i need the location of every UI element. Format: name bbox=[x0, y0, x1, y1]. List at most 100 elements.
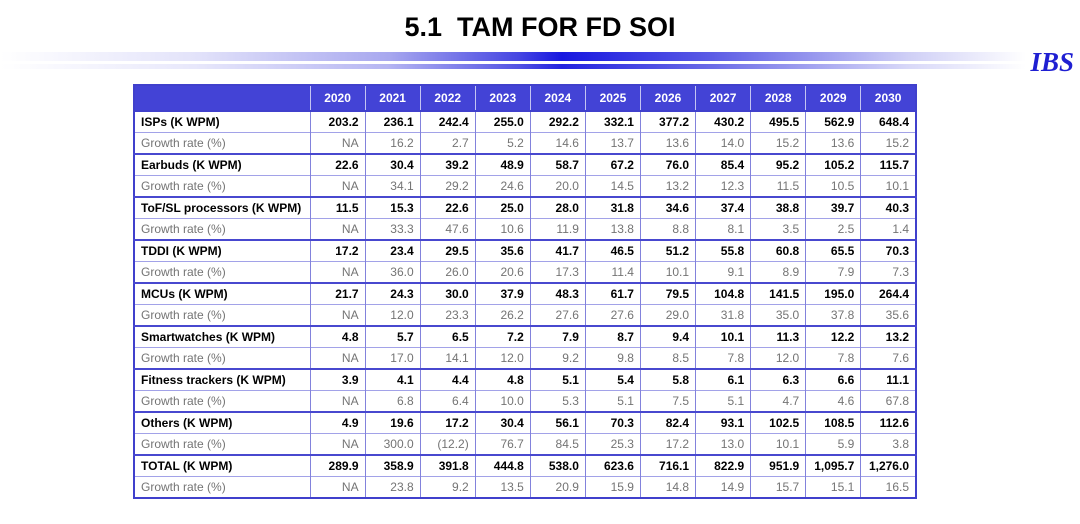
value-cell: 10.1 bbox=[695, 325, 752, 348]
value-cell: 67.2 bbox=[585, 153, 641, 176]
year-header-cell: 2027 bbox=[695, 85, 752, 112]
value-cell: 12.0 bbox=[365, 304, 421, 326]
value-cell: 22.6 bbox=[310, 153, 366, 176]
value-cell: 7.5 bbox=[640, 390, 697, 412]
value-cell: 300.0 bbox=[365, 433, 421, 455]
value-cell: 61.7 bbox=[585, 282, 641, 305]
table-row: ToF/SL processors (K WPM) 11.5 15.3 22.6 25.… bbox=[134, 196, 917, 219]
value-cell: 264.4 bbox=[860, 282, 917, 305]
value-cell: 495.5 bbox=[750, 110, 807, 133]
table-row: TDDI (K WPM) 17.2 23.4 29.5 35.6 41.7 46.5 51.2… bbox=[134, 239, 917, 262]
value-cell: 7.9 bbox=[805, 261, 862, 283]
value-cell: 716.1 bbox=[640, 454, 697, 477]
value-cell: 14.5 bbox=[585, 175, 641, 197]
value-cell: 15.9 bbox=[585, 476, 641, 498]
value-cell: 14.9 bbox=[695, 476, 752, 498]
value-cell: 46.5 bbox=[585, 239, 641, 262]
value-cell: 40.3 bbox=[860, 196, 917, 219]
value-cell: 430.2 bbox=[695, 110, 752, 133]
value-cell: 4.7 bbox=[750, 390, 807, 412]
value-cell: 5.1 bbox=[530, 368, 586, 391]
value-cell: 26.0 bbox=[420, 261, 476, 283]
value-cell: 5.1 bbox=[585, 390, 641, 412]
value-cell: 332.1 bbox=[585, 110, 641, 133]
value-cell: NA bbox=[310, 132, 366, 154]
value-cell: 6.1 bbox=[695, 368, 752, 391]
value-cell: 5.3 bbox=[530, 390, 586, 412]
year-header-cell: 2025 bbox=[585, 85, 641, 112]
table-row: Smartwatches (K WPM) 4.8 5.7 6.5 7.2 7.9 8.7 9.… bbox=[134, 325, 917, 348]
value-cell: 16.2 bbox=[365, 132, 421, 154]
value-cell: 358.9 bbox=[365, 454, 421, 477]
value-cell: 36.0 bbox=[365, 261, 421, 283]
value-cell: 391.8 bbox=[420, 454, 476, 477]
row-label-cell: Growth rate (%) bbox=[134, 304, 311, 326]
value-cell: 15.2 bbox=[750, 132, 807, 154]
row-label-cell: Growth rate (%) bbox=[134, 476, 311, 498]
table-row: Growth rate (%) NA 36.0 26.0 20.6 17.3 11.4 10.… bbox=[134, 261, 917, 283]
value-cell: 17.2 bbox=[310, 239, 366, 262]
value-cell: 8.9 bbox=[750, 261, 807, 283]
value-cell: 93.1 bbox=[695, 411, 752, 434]
value-cell: 10.6 bbox=[475, 218, 531, 240]
value-cell: 2.7 bbox=[420, 132, 476, 154]
value-cell: 31.8 bbox=[695, 304, 752, 326]
value-cell: 11.4 bbox=[585, 261, 641, 283]
value-cell: 648.4 bbox=[860, 110, 917, 133]
value-cell: 105.2 bbox=[805, 153, 862, 176]
row-label-cell: Growth rate (%) bbox=[134, 218, 311, 240]
table-row: Growth rate (%) NA 33.3 47.6 10.6 11.9 13.8 8.8… bbox=[134, 218, 917, 240]
value-cell: 12.3 bbox=[695, 175, 752, 197]
value-cell: 20.9 bbox=[530, 476, 586, 498]
value-cell: 7.8 bbox=[805, 347, 862, 369]
value-cell: 14.6 bbox=[530, 132, 586, 154]
value-cell: 29.5 bbox=[420, 239, 476, 262]
value-cell: 3.8 bbox=[860, 433, 917, 455]
value-cell: 377.2 bbox=[640, 110, 697, 133]
value-cell: 26.2 bbox=[475, 304, 531, 326]
table-header-row: 2020 2021 2022 2023 2024 2025 2026 2027 2028 2029… bbox=[134, 85, 916, 112]
year-header-cell: 2020 bbox=[310, 85, 366, 112]
value-cell: 623.6 bbox=[585, 454, 641, 477]
value-cell: 822.9 bbox=[695, 454, 752, 477]
year-header-cell: 2026 bbox=[640, 85, 697, 112]
value-cell: 1,095.7 bbox=[805, 454, 862, 477]
value-cell: 4.8 bbox=[310, 325, 366, 348]
row-label-cell: MCUs (K WPM) bbox=[134, 282, 311, 305]
value-cell: 538.0 bbox=[530, 454, 586, 477]
value-cell: 37.9 bbox=[475, 282, 531, 305]
value-cell: 25.3 bbox=[585, 433, 641, 455]
row-label-cell: Fitness trackers (K WPM) bbox=[134, 368, 311, 391]
value-cell: 9.8 bbox=[585, 347, 641, 369]
value-cell: 11.5 bbox=[310, 196, 366, 219]
value-cell: 10.1 bbox=[750, 433, 807, 455]
table-row: Growth rate (%) NA 16.2 2.7 5.2 14.6 13.7 13.6 1… bbox=[134, 132, 917, 154]
value-cell: 30.4 bbox=[365, 153, 421, 176]
value-cell: 20.0 bbox=[530, 175, 586, 197]
table-row: ISPs (K WPM) 203.2 236.1 242.4 255.0 292.2 332… bbox=[134, 110, 917, 133]
value-cell: 31.8 bbox=[585, 196, 641, 219]
value-cell: 37.4 bbox=[695, 196, 752, 219]
row-label-cell: Growth rate (%) bbox=[134, 175, 311, 197]
value-cell: 444.8 bbox=[475, 454, 531, 477]
value-cell: 4.8 bbox=[475, 368, 531, 391]
value-cell: 8.5 bbox=[640, 347, 697, 369]
value-cell: 48.3 bbox=[530, 282, 586, 305]
value-cell: 13.8 bbox=[585, 218, 641, 240]
year-header-cell: 2030 bbox=[860, 85, 916, 112]
value-cell: 24.6 bbox=[475, 175, 531, 197]
value-cell: 10.5 bbox=[805, 175, 862, 197]
value-cell: NA bbox=[310, 347, 366, 369]
value-cell: 21.7 bbox=[310, 282, 366, 305]
value-cell: 7.2 bbox=[475, 325, 531, 348]
value-cell: 102.5 bbox=[750, 411, 807, 434]
value-cell: 27.6 bbox=[585, 304, 641, 326]
value-cell: 104.8 bbox=[695, 282, 752, 305]
row-label-cell: TOTAL (K WPM) bbox=[134, 454, 311, 477]
value-cell: NA bbox=[310, 390, 366, 412]
corner-header-cell bbox=[134, 85, 311, 112]
year-header-cell: 2028 bbox=[750, 85, 807, 112]
table-row: Growth rate (%) NA 23.8 9.2 13.5 20.9 15.9 14.8… bbox=[134, 476, 917, 498]
value-cell: 82.4 bbox=[640, 411, 697, 434]
value-cell: 17.2 bbox=[640, 433, 697, 455]
